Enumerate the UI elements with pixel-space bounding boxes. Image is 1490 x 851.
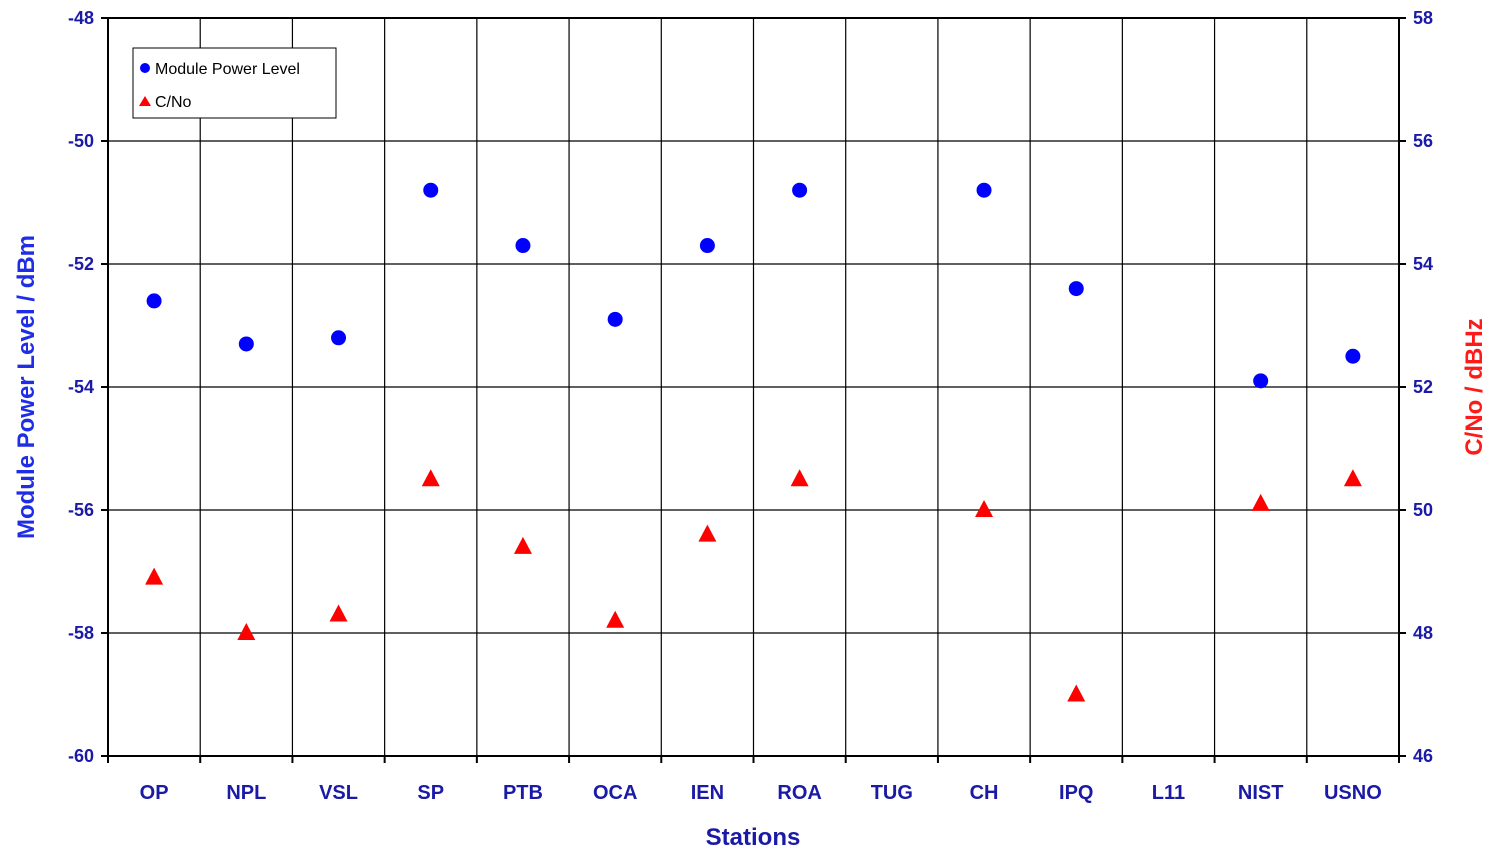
x-tick-label: IEN (691, 782, 724, 804)
left-tick-label: -58 (68, 623, 94, 643)
x-tick-labels: OP NPL VSL SP PTB OCA IEN ROA TUG CH IPQ L11 NIST USN… (140, 782, 1382, 804)
cno-point (698, 524, 717, 542)
x-tick-label: TUG (871, 782, 913, 804)
cno-point (145, 567, 164, 585)
left-tick-label: -48 (68, 8, 94, 28)
cno-point (1067, 684, 1086, 702)
grid (108, 18, 1399, 756)
plot-border (107, 17, 1400, 757)
x-tick-label: IPQ (1059, 782, 1093, 804)
power-level-point (1068, 281, 1084, 297)
x-tick-label: USNO (1324, 782, 1382, 804)
x-tick-label: NIST (1238, 782, 1284, 804)
legend-marker-cno (139, 96, 151, 106)
x-tick-label: CH (970, 782, 999, 804)
x-tick-label: OCA (593, 782, 637, 804)
power-level-point (976, 182, 992, 198)
power-level-point (699, 238, 715, 254)
legend-label-power: Module Power Level (155, 61, 300, 78)
left-tick-label: -50 (68, 131, 94, 151)
power-level-point (238, 336, 254, 352)
cno-point (790, 469, 809, 487)
x-tick-label: VSL (319, 782, 358, 804)
tick-marks (101, 17, 1406, 763)
cno-point (329, 604, 348, 622)
cno-point (1343, 469, 1362, 487)
right-tick-label: 50 (1413, 500, 1433, 520)
left-tick-labels: -48 -50 -52 -54 -56 -58 -60 (68, 8, 94, 766)
x-axis-title: Stations (706, 824, 801, 851)
left-tick-label: -60 (68, 746, 94, 766)
right-tick-label: 58 (1413, 8, 1433, 28)
right-axis-title: C/No / dBHz (1461, 318, 1488, 455)
left-tick-label: -56 (68, 500, 94, 520)
cno-point (606, 610, 625, 628)
right-tick-label: 48 (1413, 623, 1433, 643)
cno-point (1251, 493, 1270, 511)
right-tick-label: 54 (1413, 254, 1433, 274)
legend-marker-power (140, 63, 150, 73)
x-tick-label: ROA (777, 782, 821, 804)
cno-point (421, 469, 440, 487)
cno-point (237, 623, 256, 640)
power-level-point (423, 182, 439, 198)
left-tick-label: -52 (68, 254, 94, 274)
power-level-point (146, 293, 162, 309)
legend-box (132, 47, 337, 119)
x-tick-label: L11 (1152, 782, 1185, 804)
x-tick-label: NPL (226, 782, 266, 804)
cno-point (513, 536, 532, 554)
x-tick-label: OP (140, 782, 169, 804)
data-marks (145, 182, 1362, 702)
power-level-point (1253, 373, 1269, 389)
legend-label-cno: C/No (155, 94, 192, 111)
left-tick-label: -54 (68, 377, 94, 397)
legend: Module Power Level C/No (132, 47, 337, 119)
power-level-point (515, 238, 531, 254)
x-tick-label: SP (417, 782, 444, 804)
power-level-point (331, 330, 347, 346)
power-level-point (792, 182, 808, 198)
right-tick-label: 56 (1413, 131, 1433, 151)
cno-point (975, 500, 994, 517)
left-axis-title: Module Power Level / dBm (13, 235, 40, 539)
right-tick-label: 52 (1413, 377, 1433, 397)
power-level-point (607, 311, 623, 327)
x-tick-label: PTB (503, 782, 543, 804)
right-tick-label: 46 (1413, 746, 1433, 766)
right-tick-labels: 58 56 54 52 50 48 46 (1413, 8, 1433, 766)
power-level-point (1345, 348, 1361, 364)
